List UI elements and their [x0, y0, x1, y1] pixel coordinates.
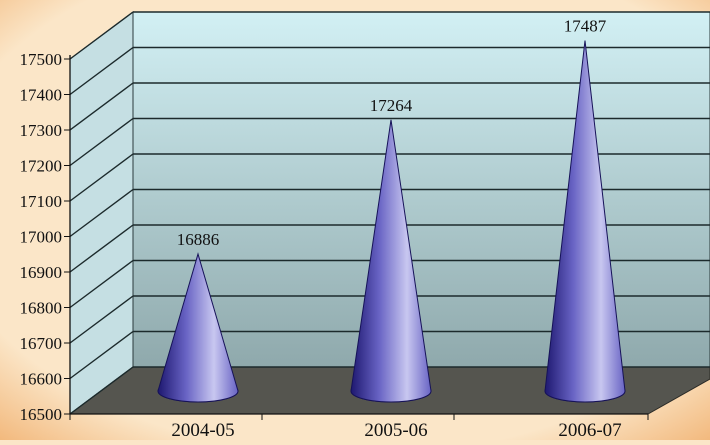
- y-tick-label: 17300: [20, 121, 63, 140]
- x-tick-label: 2004-05: [171, 420, 234, 440]
- grid-line-side: [69, 117, 134, 167]
- y-tick-label: 17400: [20, 86, 63, 105]
- grid-line-side: [69, 153, 134, 202]
- y-tick-label: 16600: [20, 370, 63, 389]
- grid-line-side: [69, 259, 134, 309]
- grid-line-side: [69, 366, 134, 415]
- data-label: 17487: [564, 17, 607, 36]
- y-tick-label: 16900: [20, 263, 63, 282]
- grid-line-side: [69, 11, 134, 60]
- grid-line-side: [69, 295, 134, 344]
- y-tick-label: 17500: [20, 50, 63, 69]
- y-tick-label: 16700: [20, 334, 63, 353]
- y-tick-label: 17000: [20, 228, 63, 247]
- grid-line-side: [69, 330, 134, 380]
- x-tick-label: 2006-07: [558, 420, 621, 440]
- x-tick-label: 2005-06: [364, 420, 427, 440]
- data-label: 17264: [370, 96, 413, 115]
- cone-bar: [350, 119, 432, 403]
- y-tick-label: 17200: [20, 157, 63, 176]
- y-tick-label: 16500: [20, 405, 63, 424]
- y-tick-label: 17100: [20, 192, 63, 211]
- cone-bar: [544, 40, 626, 403]
- grid-line-side: [69, 82, 134, 131]
- grid-line-side: [69, 224, 134, 273]
- y-tick-label: 16800: [20, 299, 63, 318]
- data-label: 16886: [177, 230, 220, 249]
- grid-line-side: [69, 188, 134, 238]
- grid-line-side: [69, 46, 134, 96]
- cone-bar: [157, 252, 239, 403]
